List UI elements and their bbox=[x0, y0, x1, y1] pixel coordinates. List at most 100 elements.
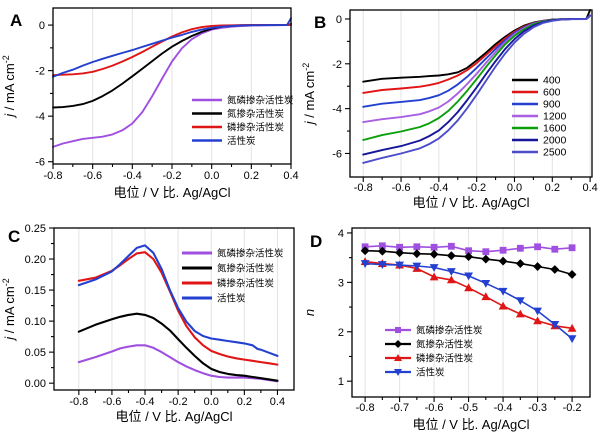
marker-triangle-down bbox=[394, 369, 402, 376]
marker-diamond bbox=[360, 246, 370, 256]
marker-square bbox=[568, 244, 576, 252]
marker-diamond bbox=[394, 340, 402, 348]
legend-item-label: 磷掺杂活性炭 bbox=[416, 353, 474, 365]
y-tick-label: 0.25 bbox=[25, 223, 46, 235]
y-axis-label-segment: / mA cm bbox=[302, 71, 317, 122]
legend-item-label: 活性炭 bbox=[217, 293, 246, 305]
y-axis-label-segment: -2 bbox=[301, 63, 311, 71]
marker-diamond bbox=[395, 248, 404, 258]
axis-ticks bbox=[48, 24, 292, 169]
legend-item-label: 氮掺杂活性炭 bbox=[227, 108, 285, 120]
x-tick-label: -0.5 bbox=[459, 402, 478, 414]
y-tick-label: -2 bbox=[35, 66, 45, 78]
y-tick-label: 1 bbox=[338, 376, 344, 388]
y-axis-label: j / mA cm-2 bbox=[1, 278, 17, 341]
marker-diamond bbox=[515, 259, 525, 268]
y-axis-label-segment: / mA cm bbox=[2, 63, 17, 114]
x-tick-label: -0.4 bbox=[429, 182, 448, 194]
tick-labels: -0.8 -0.6 -0.4 -0.2 0.0 0.2 0.4 0.00 0.05 0.10 0.1… bbox=[25, 223, 286, 408]
marker-square bbox=[395, 327, 401, 333]
y-tick-label: 0 bbox=[39, 20, 45, 32]
marker-triangle-up bbox=[498, 301, 508, 310]
marker-diamond bbox=[481, 254, 491, 264]
y-axis-label-segment: n bbox=[302, 309, 317, 316]
tick-labels: -0.8 -0.6 -0.4 -0.2 0.0 0.2 0.4 0 -2 -4 -6 bbox=[332, 14, 598, 194]
marker-diamond bbox=[412, 249, 422, 259]
legend-item-label: 氮掺杂活性炭 bbox=[217, 263, 275, 275]
marker-triangle-down bbox=[567, 335, 577, 344]
y-tick-label: 3 bbox=[338, 277, 344, 289]
x-axis-label: 电位 / V 比. Ag/AgCl bbox=[412, 417, 529, 432]
legend-item-label: 氮磷掺杂活性炭 bbox=[416, 325, 483, 337]
marker-square bbox=[534, 243, 541, 251]
legend-item-label: 氮磷掺杂活性炭 bbox=[227, 95, 294, 107]
panel-letter: C bbox=[8, 227, 20, 246]
y-axis-label-segment: j bbox=[2, 336, 17, 342]
y-axis-label-segment: j bbox=[2, 113, 17, 119]
marker-square bbox=[499, 246, 507, 254]
y-tick-label: 0 bbox=[336, 14, 342, 26]
marker-triangle-up bbox=[394, 354, 402, 361]
x-tick-label: 0.2 bbox=[545, 182, 560, 194]
y-tick-label: 0.10 bbox=[25, 316, 46, 328]
series-line bbox=[52, 17, 292, 78]
y-axis-label: j / mA cm-2 bbox=[1, 55, 17, 118]
x-tick-label: -0.4 bbox=[136, 396, 155, 408]
series bbox=[362, 9, 592, 164]
y-axis-label: j / mA cm-2 bbox=[301, 63, 317, 126]
series bbox=[77, 244, 279, 383]
y-axis-label-segment: -2 bbox=[1, 55, 11, 63]
legend-item-label: 900 bbox=[543, 99, 561, 111]
x-tick-label: -0.4 bbox=[123, 170, 142, 182]
marker-triangle-down bbox=[446, 268, 456, 276]
x-tick-label: -0.6 bbox=[392, 182, 411, 194]
marker-diamond bbox=[533, 262, 542, 271]
panel-letter: B bbox=[314, 13, 326, 32]
y-tick-label: 0.00 bbox=[25, 378, 46, 390]
marker-diamond bbox=[464, 252, 473, 262]
tick-labels: -0.8 -0.7 -0.6 -0.5 -0.4 -0.3 -0.2 1 2 3 4 bbox=[338, 228, 582, 414]
axis-ticks bbox=[49, 227, 278, 395]
x-tick-label: 0.2 bbox=[237, 396, 252, 408]
marker-triangle-down bbox=[481, 279, 491, 288]
marker-diamond bbox=[498, 256, 508, 266]
marker-triangle-down bbox=[550, 320, 560, 329]
x-axis-label: 电位 / V 比. Ag/AgCl bbox=[113, 185, 230, 200]
legend-item-label: 1200 bbox=[543, 111, 567, 123]
marker-square bbox=[396, 243, 403, 251]
marker-diamond bbox=[377, 246, 387, 256]
y-tick-label: 0.15 bbox=[25, 285, 46, 297]
x-tick-label: -0.2 bbox=[563, 402, 582, 414]
marker-triangle-down bbox=[412, 262, 422, 271]
marker-triangle-down bbox=[395, 261, 404, 270]
series-line bbox=[77, 251, 279, 366]
marker-triangle-down bbox=[360, 260, 370, 268]
y-tick-label: -4 bbox=[332, 104, 342, 116]
marker-triangle-down bbox=[377, 261, 387, 269]
legend-item-label: 氮掺杂活性炭 bbox=[416, 339, 474, 351]
y-tick-label: -2 bbox=[332, 59, 342, 71]
marker-square bbox=[465, 247, 472, 255]
legend-item-label: 2000 bbox=[543, 135, 567, 147]
x-tick-label: -0.8 bbox=[44, 170, 63, 182]
legend-item-label: 氮磷掺杂活性炭 bbox=[217, 248, 284, 260]
series-line bbox=[362, 14, 592, 164]
marker-triangle-down bbox=[429, 264, 439, 272]
marker-square bbox=[413, 243, 421, 251]
axis-frame bbox=[351, 227, 591, 398]
series bbox=[360, 242, 577, 344]
y-axis-label-segment: -2 bbox=[1, 278, 11, 286]
marker-diamond bbox=[446, 251, 456, 261]
legend-item-label: 活性炭 bbox=[416, 367, 445, 379]
x-tick-label: 0.4 bbox=[283, 170, 298, 182]
legend-item-label: 400 bbox=[543, 75, 561, 87]
x-tick-label: -0.4 bbox=[494, 402, 513, 414]
x-tick-label: -0.6 bbox=[425, 402, 444, 414]
x-tick-label: -0.6 bbox=[83, 170, 102, 182]
x-tick-label: -0.8 bbox=[69, 396, 88, 408]
y-tick-label: -4 bbox=[35, 111, 45, 123]
y-axis-label-segment: / mA cm bbox=[2, 286, 17, 337]
x-tick-label: 0.4 bbox=[582, 182, 597, 194]
